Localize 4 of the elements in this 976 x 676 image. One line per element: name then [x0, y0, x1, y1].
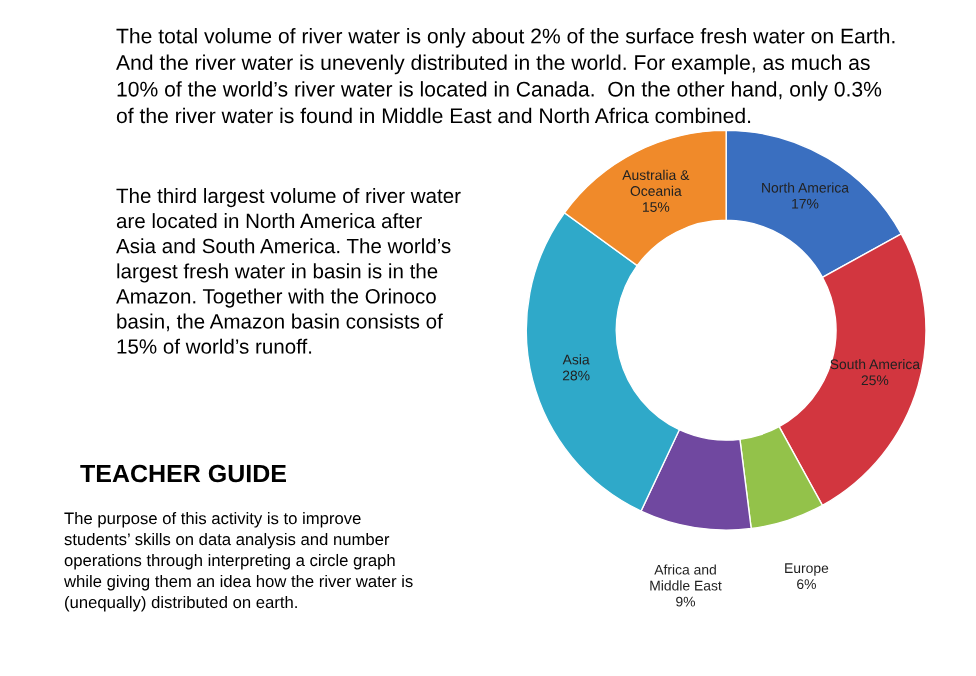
text: The third largest volume of river water are located in North America after Asia and South America. The world’s largest fresh water in basin is in the Amazon. Together with the Orinoco basin, the Amazon basin consists of 15% of world’s runoff. — [116, 188, 461, 354]
text: TEACHER GUIDE — [80, 464, 286, 483]
text: The purpose of this activity is to improve students’ skills on data analysis and number operations through interpreting a circle graph while giving them an idea how the river water is (unequally) distributed on earth. — [63, 512, 413, 612]
text: The total volume of river water is only about 2% of the surface fresh water on Earth. And the river water is unevenly distributed in the world. For example, as much as 10% of the world’s river water is located in Canada. On the other hand, only 0.3% of the river water is found in Middle East and North Africa combined. — [116, 28, 895, 124]
